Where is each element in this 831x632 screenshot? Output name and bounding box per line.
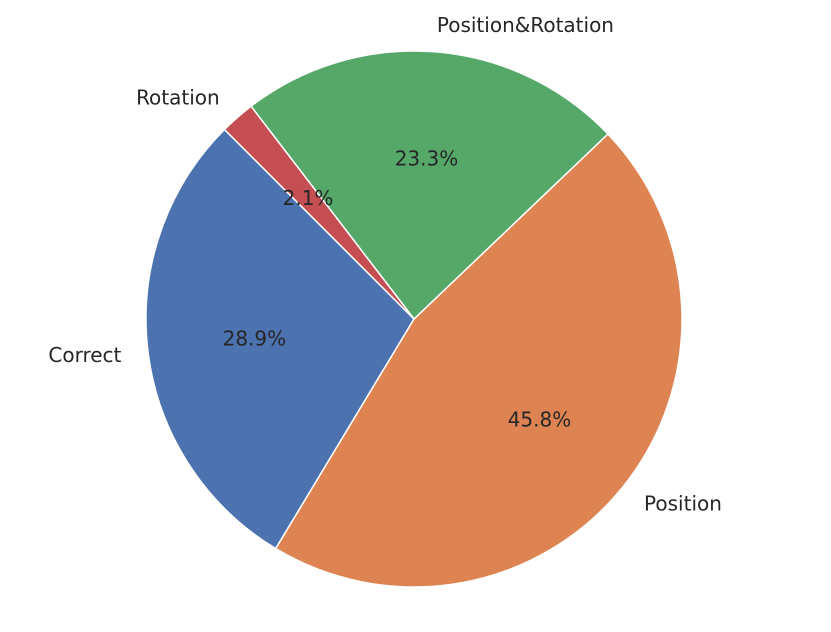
pie-percent-label-position: 45.8%: [508, 408, 572, 432]
pie-percent-label-position-and-rotation: 23.3%: [395, 147, 459, 171]
pie-category-label-position: Position: [644, 491, 722, 515]
pie-slice-position-and-rotation: [250, 50, 609, 320]
pie-percent-label-correct: 28.9%: [223, 327, 287, 351]
pie-percent-label-rotation: 2.1%: [283, 186, 334, 210]
pie-slice-position: [274, 133, 683, 588]
pie-category-label-correct: Correct: [48, 343, 121, 367]
pie-category-label-rotation: Rotation: [136, 85, 220, 109]
pie-slice-rotation: [223, 105, 415, 320]
pie-category-label-position-and-rotation: Position&Rotation: [437, 13, 614, 37]
pie-slice-correct: [145, 128, 415, 550]
